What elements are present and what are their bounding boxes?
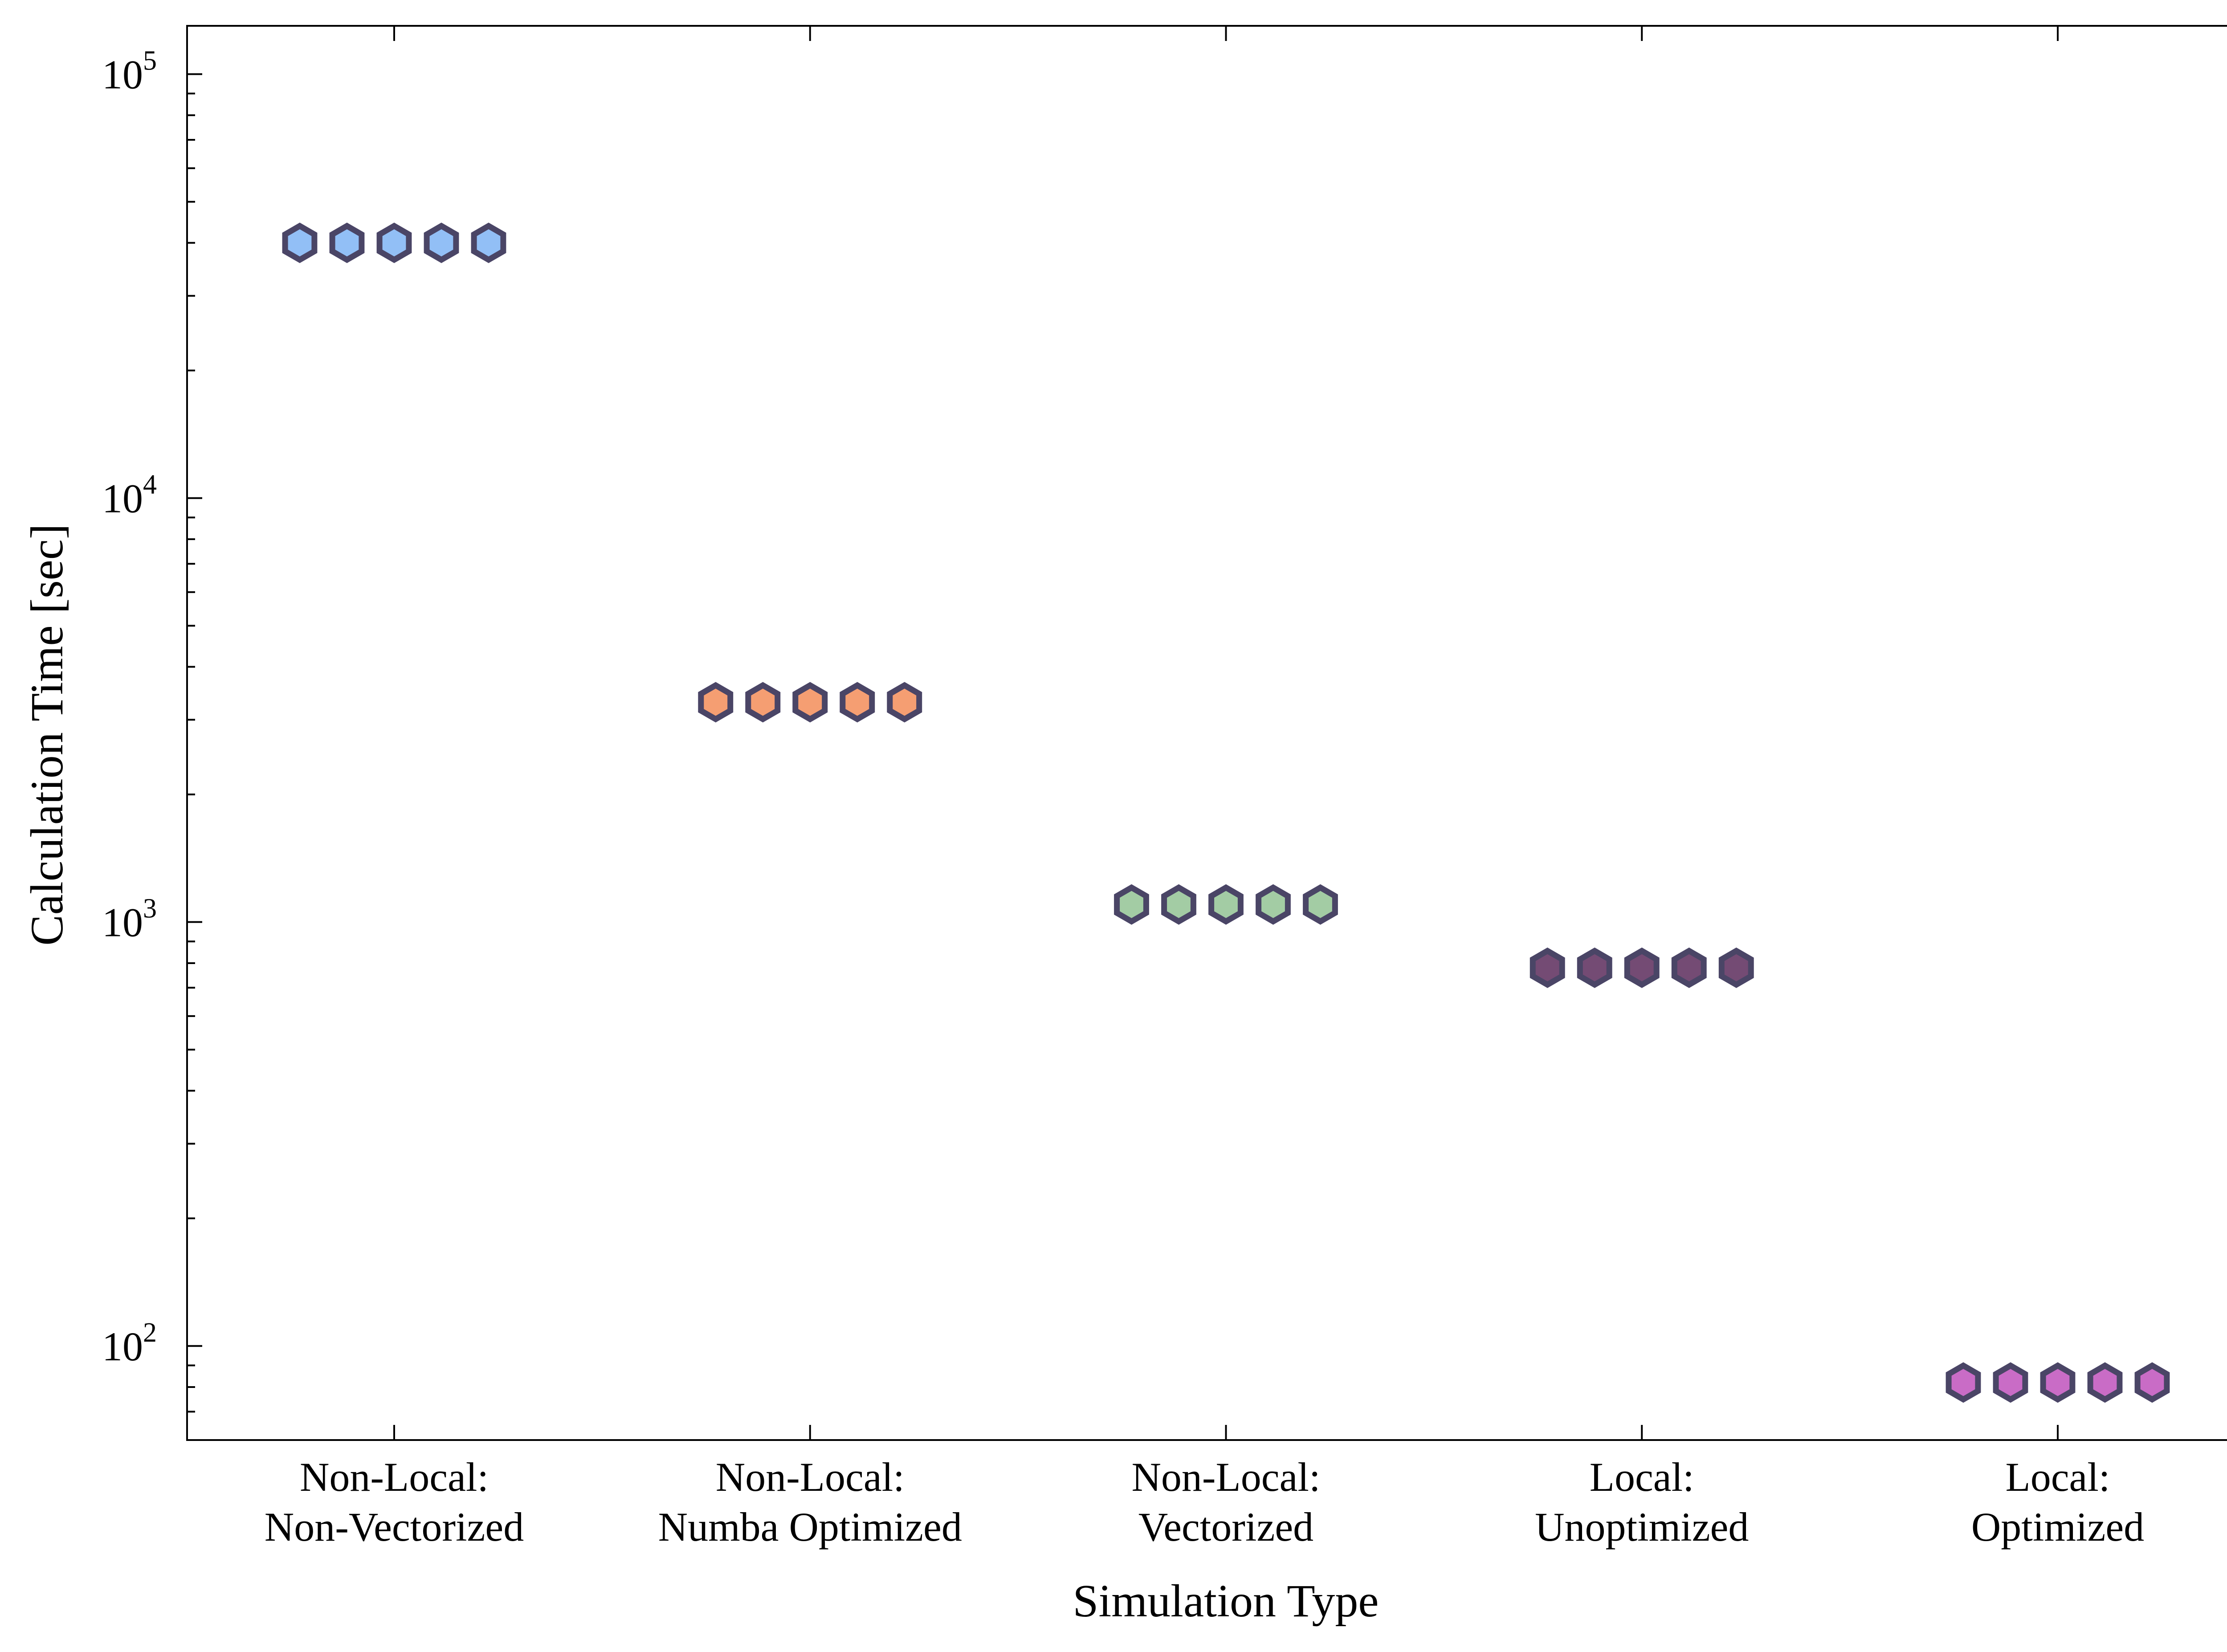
y-tick-exponent: 5	[143, 45, 157, 76]
data-point	[745, 682, 781, 723]
y-tick-exponent: 2	[143, 1318, 157, 1348]
data-point	[1624, 947, 1660, 988]
data-point	[792, 682, 828, 723]
data-point	[2134, 1362, 2170, 1403]
data-point	[1114, 884, 1149, 925]
y-tick-exponent: 3	[143, 894, 157, 924]
y-tick-label: 102	[102, 1318, 157, 1369]
y-tick-exponent: 4	[143, 470, 157, 500]
x-tick-label-line2: Unoptimized	[1535, 1504, 1749, 1550]
data-point	[424, 222, 459, 263]
data-point	[1256, 884, 1291, 925]
x-tick-label-line1: Non-Local:	[1131, 1454, 1320, 1500]
y-axis-label: Calculation Time [sec]	[21, 524, 73, 945]
x-tick-label-line1: Local:	[1590, 1454, 1694, 1500]
x-tick-label-line2: Numba Optimized	[658, 1504, 962, 1550]
y-tick-base: 10	[102, 476, 143, 521]
data-point	[2087, 1362, 2123, 1403]
x-ticks: Non-Local:Non-VectorizedNon-Local:Numba …	[265, 26, 2144, 1550]
data-point	[329, 222, 365, 263]
data-point	[471, 222, 506, 263]
data-point	[1718, 947, 1754, 988]
x-tick-label-line2: Vectorized	[1138, 1504, 1313, 1550]
data-point	[1208, 884, 1244, 925]
y-tick-base: 10	[102, 52, 143, 97]
data-point	[1161, 884, 1196, 925]
data-point	[2040, 1362, 2076, 1403]
y-tick-label: 104	[102, 470, 157, 521]
y-tick-label: 105	[102, 45, 157, 97]
plot-frame	[186, 25, 2227, 1441]
data-point	[1946, 1362, 1981, 1403]
data-point	[1577, 947, 1612, 988]
data-point	[887, 682, 922, 723]
data-point	[1993, 1362, 2028, 1403]
data-point	[1671, 947, 1707, 988]
x-tick-label-line1: Local:	[2006, 1454, 2110, 1500]
data-point	[698, 682, 734, 723]
y-minor-ticks	[187, 93, 195, 1441]
x-tick-label-line2: Optimized	[1971, 1504, 2144, 1550]
data-point	[1303, 884, 1338, 925]
x-tick-label-line1: Non-Local:	[300, 1454, 489, 1500]
data-point	[376, 222, 412, 263]
y-tick-label: 103	[102, 894, 157, 945]
data-point	[282, 222, 318, 263]
data-point	[840, 682, 875, 723]
y-tick-base: 10	[102, 900, 143, 945]
x-tick-label-line2: Non-Vectorized	[265, 1504, 524, 1550]
y-tick-base: 10	[102, 1324, 143, 1369]
data-points	[282, 222, 2170, 1403]
x-tick-label-line1: Non-Local:	[716, 1454, 905, 1500]
x-axis-label: Simulation Type	[1073, 1575, 1379, 1627]
data-point	[1530, 947, 1565, 988]
